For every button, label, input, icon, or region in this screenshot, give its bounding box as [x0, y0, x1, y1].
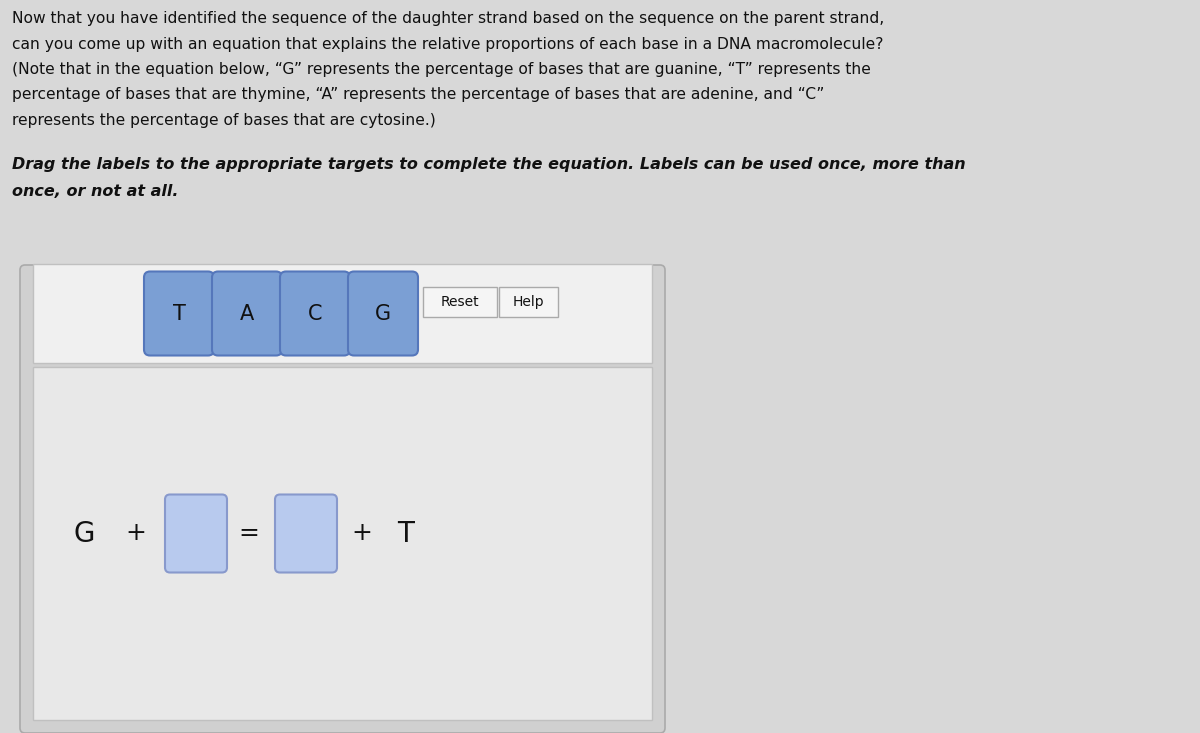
- FancyBboxPatch shape: [280, 271, 350, 356]
- Text: Help: Help: [512, 295, 545, 309]
- FancyBboxPatch shape: [144, 271, 214, 356]
- FancyBboxPatch shape: [348, 271, 418, 356]
- Text: Reset: Reset: [440, 295, 479, 309]
- Text: C: C: [307, 303, 323, 323]
- FancyBboxPatch shape: [20, 265, 665, 733]
- Text: T: T: [173, 303, 186, 323]
- Text: G: G: [374, 303, 391, 323]
- FancyBboxPatch shape: [166, 495, 227, 572]
- Text: +: +: [352, 521, 372, 545]
- Text: represents the percentage of bases that are cytosine.): represents the percentage of bases that …: [12, 113, 436, 128]
- Text: (Note that in the equation below, “G” represents the percentage of bases that ar: (Note that in the equation below, “G” re…: [12, 62, 871, 77]
- Text: can you come up with an equation that explains the relative proportions of each : can you come up with an equation that ex…: [12, 37, 883, 51]
- FancyBboxPatch shape: [32, 367, 652, 720]
- FancyBboxPatch shape: [212, 271, 282, 356]
- Text: =: =: [239, 521, 259, 545]
- Text: Drag the labels to the appropriate targets to complete the equation. Labels can : Drag the labels to the appropriate targe…: [12, 157, 966, 172]
- Text: +: +: [126, 521, 146, 545]
- FancyBboxPatch shape: [32, 264, 652, 363]
- Text: percentage of bases that are thymine, “A” represents the percentage of bases tha: percentage of bases that are thymine, “A…: [12, 87, 824, 103]
- Text: A: A: [240, 303, 254, 323]
- FancyBboxPatch shape: [499, 287, 558, 317]
- Text: T: T: [397, 520, 414, 548]
- Text: Now that you have identified the sequence of the daughter strand based on the se: Now that you have identified the sequenc…: [12, 11, 884, 26]
- Text: once, or not at all.: once, or not at all.: [12, 185, 179, 199]
- FancyBboxPatch shape: [275, 495, 337, 572]
- Text: G: G: [73, 520, 95, 548]
- FancyBboxPatch shape: [424, 287, 497, 317]
